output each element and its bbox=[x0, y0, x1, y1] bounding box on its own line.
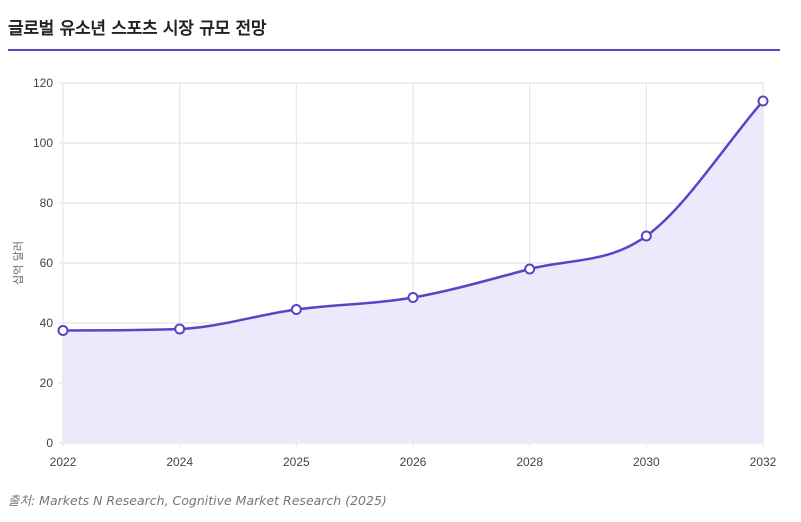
y-tick-label: 80 bbox=[40, 196, 54, 210]
x-tick-label: 2030 bbox=[633, 455, 660, 469]
data-point bbox=[640, 230, 652, 242]
source-note: 출처: Markets N Research, Cognitive Market… bbox=[8, 493, 387, 508]
data-point bbox=[757, 95, 769, 107]
y-tick-label: 120 bbox=[33, 76, 53, 90]
y-axis-title: 십억 달러 bbox=[12, 241, 25, 285]
data-point bbox=[524, 263, 536, 275]
x-tick-label: 2026 bbox=[400, 455, 427, 469]
area-fill-layer bbox=[63, 101, 763, 443]
x-tick-label: 2024 bbox=[166, 455, 193, 469]
data-point bbox=[407, 292, 419, 303]
data-point bbox=[290, 304, 302, 315]
chart-header: 글로벌 유소년 스포츠 시장 규모 전망 bbox=[8, 0, 780, 51]
y-tick-label: 20 bbox=[40, 376, 54, 390]
tick-labels: 0 20 40 60 80 100 120 2022 2024 2025 2026 2028 2030 2… bbox=[33, 76, 777, 469]
data-points bbox=[57, 95, 769, 336]
x-tick-label: 2022 bbox=[50, 455, 77, 469]
series-area bbox=[63, 101, 763, 443]
x-tick-label: 2025 bbox=[283, 455, 310, 469]
line-chart: 0 20 40 60 80 100 120 2022 2024 2025 2026 2028 2030 2… bbox=[12, 76, 777, 469]
x-tick-label: 2028 bbox=[516, 455, 543, 469]
y-tick-label: 40 bbox=[40, 316, 54, 330]
y-tick-label: 100 bbox=[33, 136, 53, 150]
chart-area: 0 20 40 60 80 100 120 2022 2024 2025 2026 2028 2030 2… bbox=[0, 60, 801, 480]
x-tick-label: 2032 bbox=[750, 455, 777, 469]
y-tick-label: 0 bbox=[46, 436, 53, 450]
y-tick-label: 60 bbox=[40, 256, 54, 270]
data-point bbox=[57, 325, 69, 336]
chart-title: 글로벌 유소년 스포츠 시장 규모 전망 bbox=[8, 19, 267, 39]
data-point bbox=[174, 323, 186, 335]
